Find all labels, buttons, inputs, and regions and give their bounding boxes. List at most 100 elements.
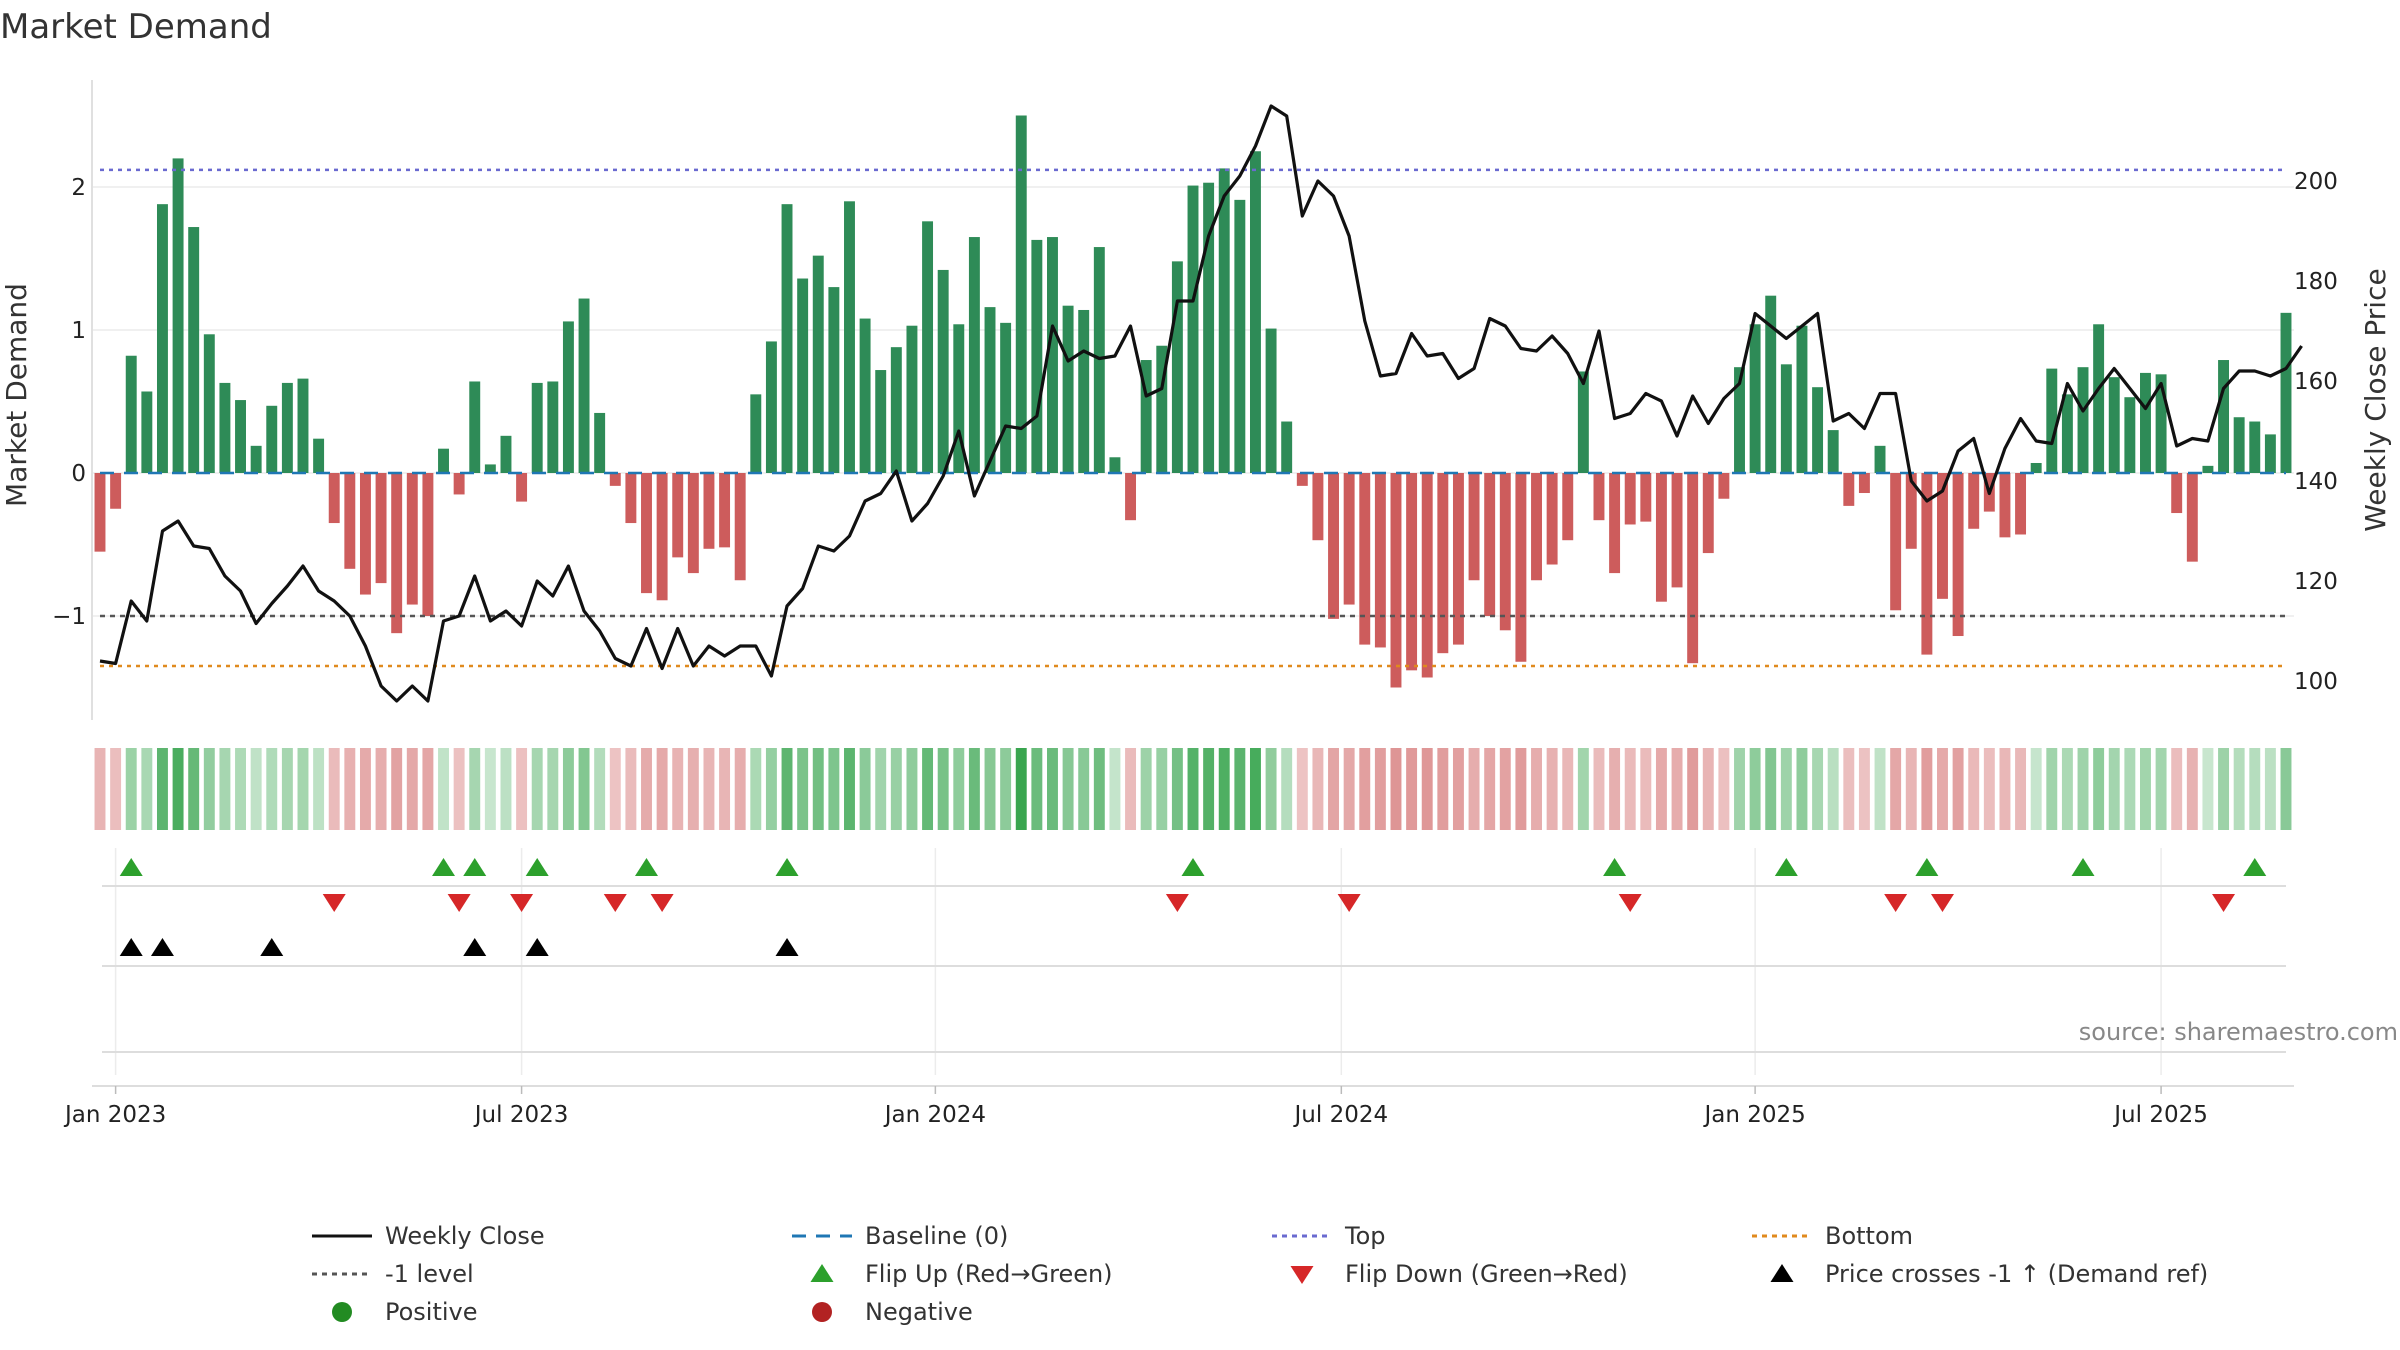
demand-bar-positive bbox=[578, 298, 590, 473]
heat-cell bbox=[1593, 748, 1605, 830]
heat-cell bbox=[1000, 748, 1012, 830]
heat-cell bbox=[1827, 748, 1839, 830]
legend-item: Bottom bbox=[1752, 1222, 1913, 1250]
heat-cell bbox=[922, 748, 934, 830]
demand-bar-positive bbox=[500, 435, 512, 473]
heat-cell bbox=[1780, 748, 1792, 830]
demand-bar-positive bbox=[1796, 325, 1808, 473]
weekly-close-line bbox=[99, 104, 2303, 703]
heat-cell bbox=[266, 748, 278, 830]
legend-swatch bbox=[810, 1264, 834, 1282]
legend-label: -1 level bbox=[385, 1260, 474, 1288]
demand-bar-positive bbox=[281, 382, 293, 473]
demand-bar-positive bbox=[906, 325, 918, 473]
flip-down-marker bbox=[1930, 894, 1954, 912]
heat-cell bbox=[2140, 748, 2151, 830]
demand-bar-negative bbox=[1343, 473, 1355, 605]
heat-cell bbox=[1499, 748, 1511, 830]
demand-bar-negative bbox=[1406, 473, 1418, 671]
heat-cell bbox=[1687, 748, 1699, 830]
demand-bar-negative bbox=[2171, 473, 2183, 514]
heat-cell bbox=[1281, 748, 1293, 830]
heat-cell bbox=[1921, 748, 1933, 830]
heat-cell bbox=[1702, 748, 1714, 830]
demand-bar-positive bbox=[937, 269, 949, 473]
legend-label: Flip Up (Red→Green) bbox=[865, 1260, 1113, 1288]
demand-bar-negative bbox=[1125, 473, 1137, 521]
heat-cell bbox=[719, 748, 731, 830]
heat-cell bbox=[765, 748, 777, 830]
heat-cell bbox=[812, 748, 824, 830]
legend-label: Top bbox=[1344, 1222, 1386, 1250]
demand-bar-negative bbox=[1515, 473, 1527, 662]
demand-bar-positive bbox=[1047, 237, 1058, 473]
legend-item: Baseline (0) bbox=[792, 1222, 1008, 1250]
demand-bar-positive bbox=[547, 381, 559, 473]
heat-cell bbox=[1171, 748, 1183, 830]
legend-label: Baseline (0) bbox=[865, 1222, 1008, 1250]
demand-bar-positive bbox=[797, 278, 809, 473]
demand-bar-positive bbox=[219, 382, 231, 473]
demand-bar-positive bbox=[1577, 371, 1589, 473]
heat-cell bbox=[828, 748, 840, 830]
heat-cell bbox=[1546, 748, 1558, 830]
heat-cell bbox=[531, 748, 543, 830]
legend-item: Price crosses -1 ↑ (Demand ref) bbox=[1770, 1260, 2208, 1288]
heat-cell bbox=[734, 748, 746, 830]
heat-cell bbox=[1452, 748, 1464, 830]
flip-down-marker bbox=[1337, 894, 1361, 912]
legend-label: Bottom bbox=[1825, 1222, 1913, 1250]
x-tick-label: Jul 2023 bbox=[473, 1102, 569, 1128]
demand-bar-positive bbox=[156, 204, 168, 473]
heat-cell bbox=[1562, 748, 1574, 830]
demand-bar-negative bbox=[1328, 473, 1339, 619]
heat-cell bbox=[1718, 748, 1730, 830]
demand-bar-positive bbox=[172, 158, 184, 473]
demand-bar-positive bbox=[594, 412, 606, 473]
demand-bar-positive bbox=[484, 464, 496, 473]
demand-bar-negative bbox=[1702, 473, 1714, 554]
flip-up-marker bbox=[2071, 858, 2095, 876]
flip-down-marker bbox=[447, 894, 471, 912]
heat-cell bbox=[422, 748, 434, 830]
heat-cell bbox=[391, 748, 403, 830]
price-cross-marker bbox=[150, 938, 174, 956]
flip-down-marker bbox=[510, 894, 534, 912]
legend-label: Price crosses -1 ↑ (Demand ref) bbox=[1825, 1260, 2208, 1288]
heat-cell bbox=[1609, 748, 1621, 830]
legend-label: Flip Down (Green→Red) bbox=[1345, 1260, 1628, 1288]
heat-cell bbox=[1749, 748, 1761, 830]
heat-cell bbox=[1109, 748, 1121, 830]
demand-bar-positive bbox=[1078, 309, 1090, 473]
price-series bbox=[99, 104, 2303, 703]
demand-bar-negative bbox=[1421, 473, 1433, 678]
flip-up-marker bbox=[1774, 858, 1798, 876]
demand-bar-positive bbox=[1109, 457, 1121, 473]
demand-bar-positive bbox=[2233, 417, 2245, 473]
heat-cell bbox=[1015, 748, 1027, 830]
demand-bar-negative bbox=[359, 473, 371, 595]
heat-cell bbox=[750, 748, 762, 830]
demand-bar-positive bbox=[1265, 328, 1277, 473]
demand-bar-positive bbox=[2108, 377, 2120, 473]
heat-cell bbox=[687, 748, 699, 830]
heat-cell bbox=[1218, 748, 1230, 830]
heat-cell bbox=[609, 748, 621, 830]
demand-bar-positive bbox=[2093, 324, 2105, 473]
heat-cell bbox=[1343, 748, 1355, 830]
heat-cell bbox=[906, 748, 918, 830]
demand-bar-negative bbox=[2186, 473, 2198, 562]
demand-bar-positive bbox=[1734, 367, 1745, 473]
heat-cell bbox=[703, 748, 715, 830]
heat-cell bbox=[578, 748, 590, 830]
heat-cell bbox=[1390, 748, 1402, 830]
demand-bar-positive bbox=[1281, 421, 1293, 473]
heat-cell bbox=[297, 748, 309, 830]
demand-bar-positive bbox=[125, 355, 137, 473]
heat-cell bbox=[1374, 748, 1386, 830]
heat-cell bbox=[1437, 748, 1449, 830]
heat-cell bbox=[1078, 748, 1090, 830]
demand-bar-negative bbox=[656, 473, 668, 601]
demand-bar-positive bbox=[2218, 360, 2230, 473]
flip-down-marker bbox=[650, 894, 674, 912]
